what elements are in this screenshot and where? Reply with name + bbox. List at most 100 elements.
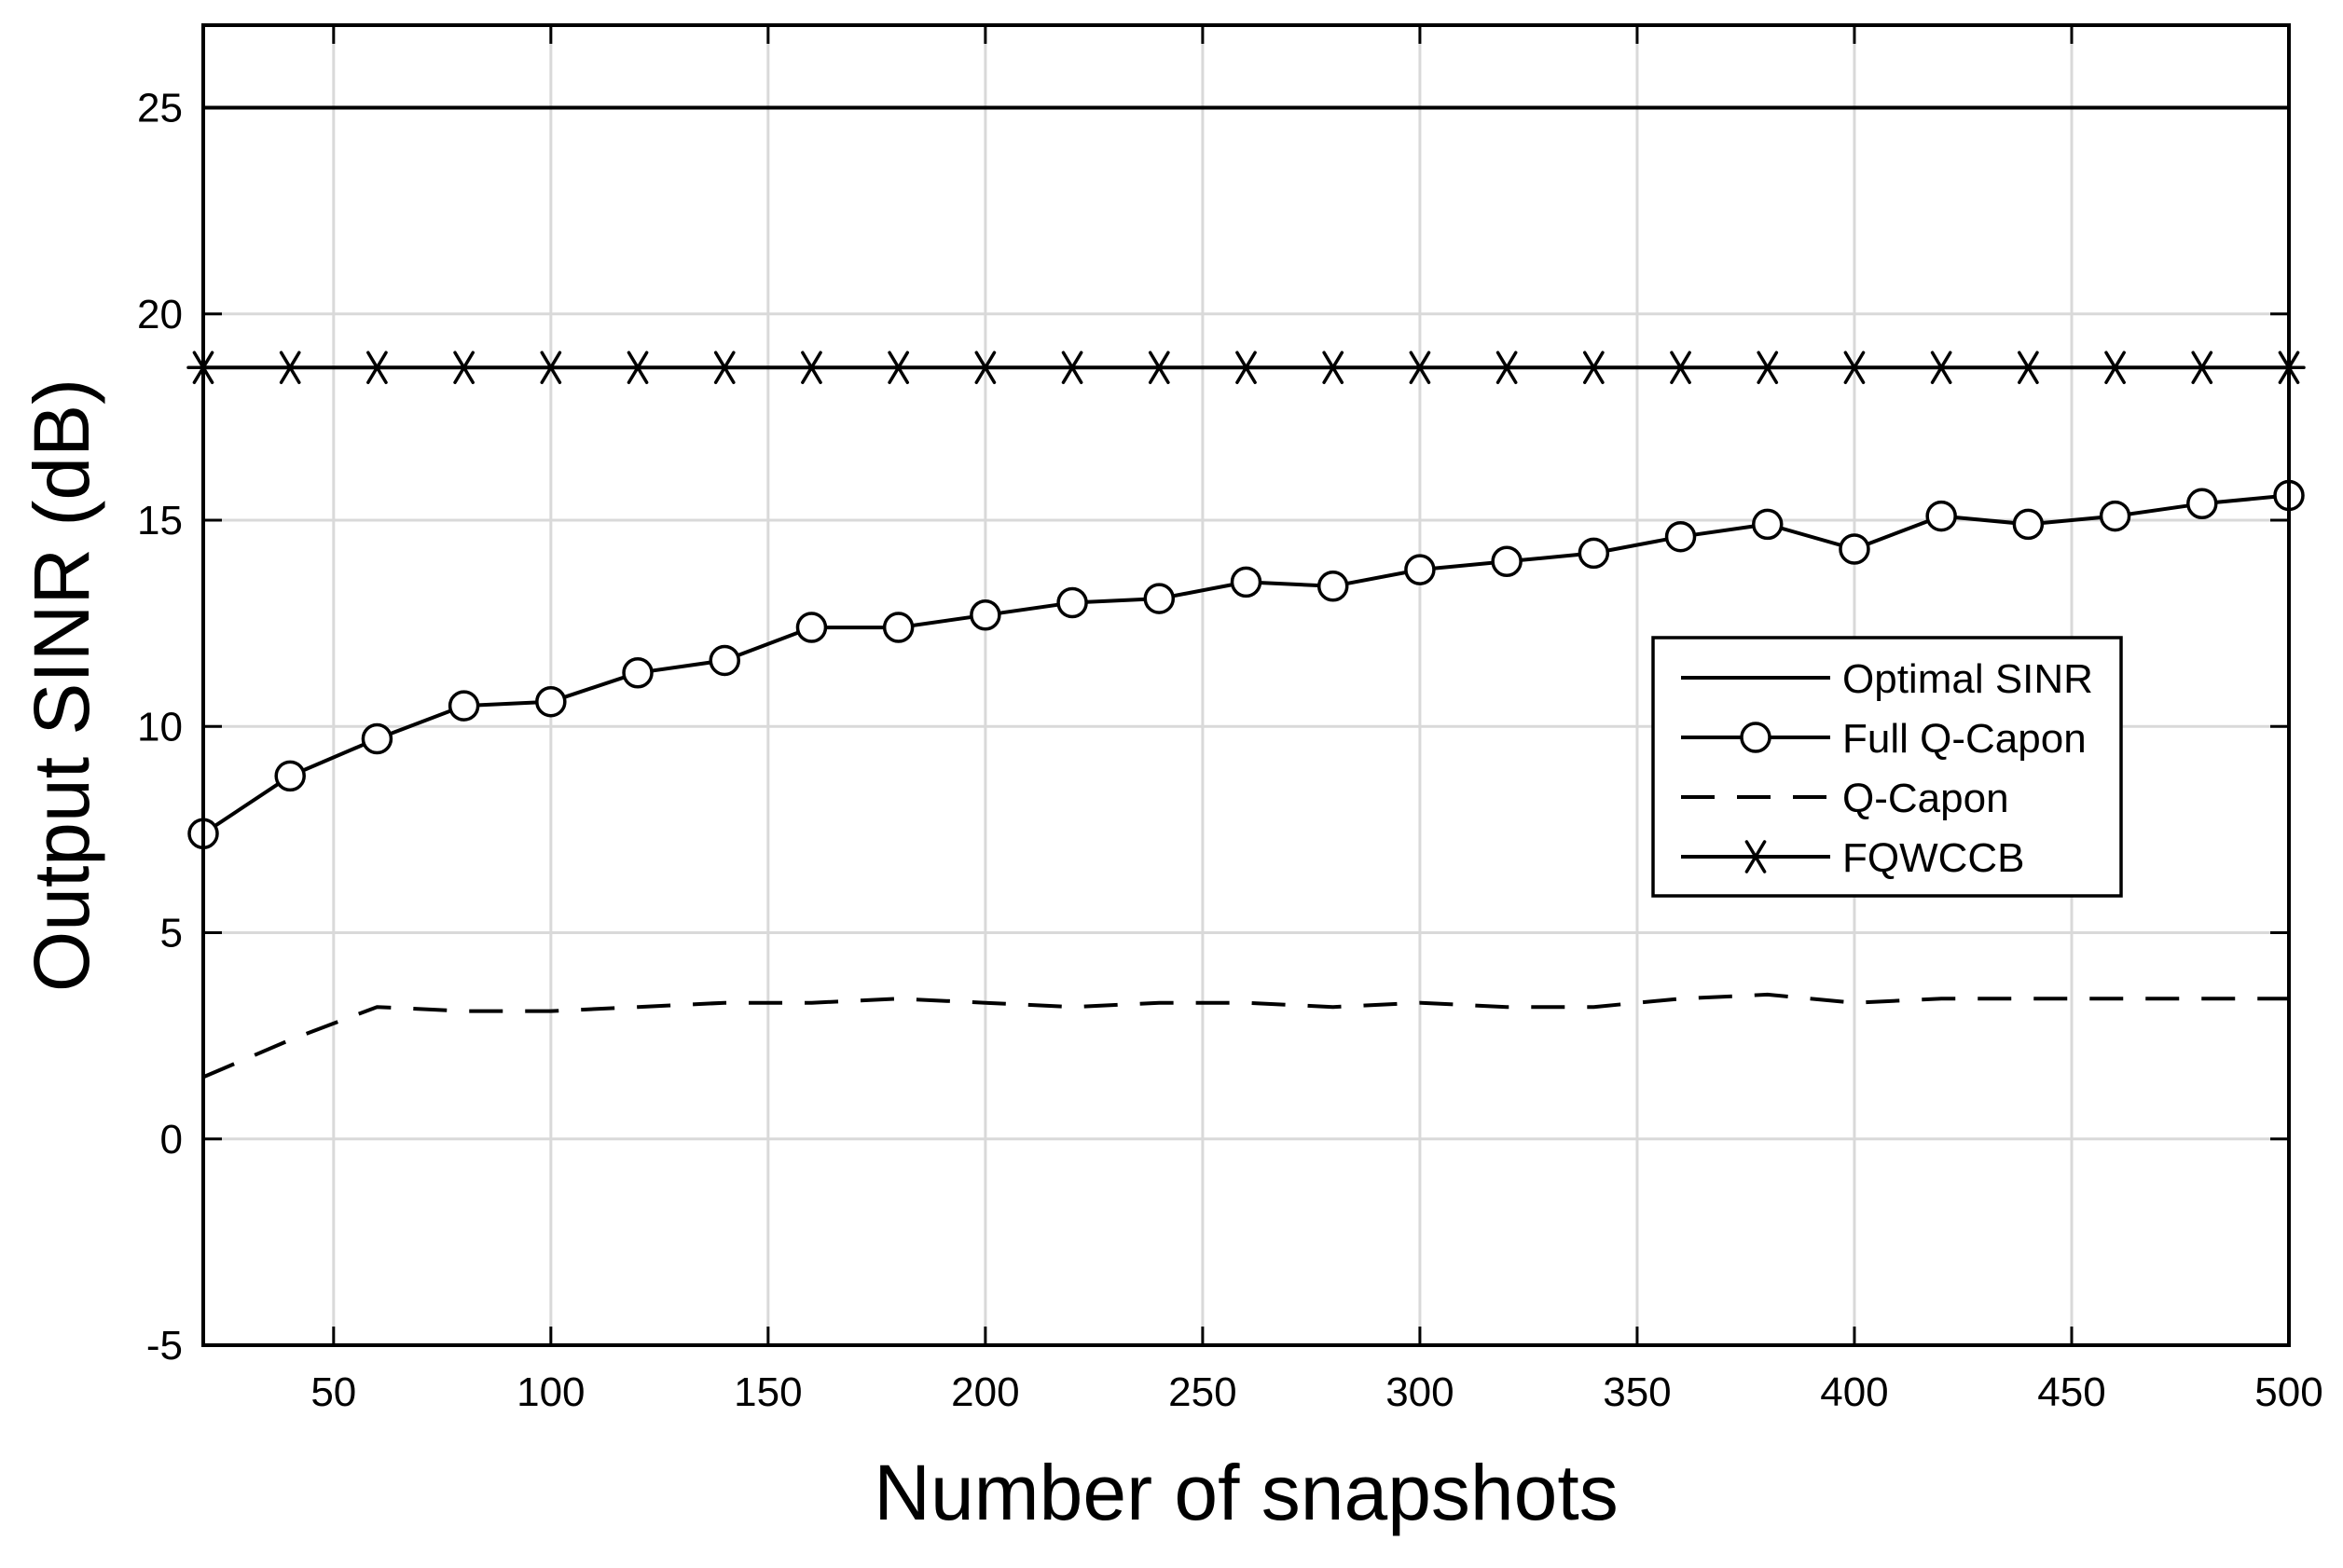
star-marker (1924, 351, 1958, 385)
star-marker (1490, 351, 1523, 385)
star-marker-stroke (2191, 351, 2213, 385)
star-marker-stroke (1409, 351, 1431, 385)
star-marker-stroke (888, 351, 910, 385)
star-marker-stroke (1322, 351, 1344, 385)
star-marker (794, 351, 829, 385)
star-marker-stroke (713, 351, 736, 385)
star-marker-stroke (1670, 351, 1691, 385)
star-marker-stroke (2018, 351, 2039, 385)
series-full-q-capon (187, 479, 2305, 850)
star-marker-stroke (2104, 351, 2126, 385)
star-marker (881, 351, 916, 385)
x-tick-label: 500 (2254, 1369, 2322, 1415)
legend: Optimal SINR Full Q-Capon Q-Capon FQWCCB (1651, 636, 2123, 898)
star-marker (2098, 351, 2132, 385)
x-tick-label: 100 (517, 1369, 585, 1415)
circle-marker (1925, 500, 1957, 532)
plot-series (186, 105, 2306, 1080)
x-tick-label: 350 (1603, 1369, 1671, 1415)
x-tick-label: 200 (951, 1369, 1019, 1415)
series-line-q-capon (202, 992, 2289, 1080)
star-marker-stroke (1757, 351, 1779, 385)
circle-marker (1664, 520, 1697, 553)
y-tick-label: 5 (160, 911, 183, 956)
star-marker-stroke (1843, 351, 1866, 385)
star-marker (1663, 351, 1698, 385)
star-marker (1316, 351, 1350, 385)
circle-marker (1056, 586, 1088, 619)
star-marker-stroke (1930, 351, 1952, 385)
circle-marker (1316, 571, 1349, 602)
star-marker (2011, 351, 2046, 385)
legend-label: Optimal SINR (1842, 656, 2093, 702)
star-marker-stroke (1582, 351, 1605, 385)
legend-entry-q-capon: Q-Capon (1681, 776, 2009, 821)
circle-marker (1404, 554, 1436, 585)
star-marker-stroke (1148, 351, 1170, 385)
x-tick-label: 250 (1168, 1369, 1236, 1415)
circle-marker (274, 760, 306, 792)
star-marker (1577, 351, 1611, 385)
star-marker-stroke (453, 351, 475, 385)
series-q-capon (202, 992, 2289, 1080)
circle-marker (1752, 508, 1784, 541)
star-marker (621, 351, 655, 385)
circle-marker (622, 656, 654, 689)
star-marker (360, 351, 394, 385)
y-tick-label: 10 (137, 704, 183, 750)
star-marker (1838, 351, 1871, 385)
star-marker (1055, 351, 1089, 385)
legend-entry-fqwccb: FQWCCB (1681, 835, 2025, 881)
circle-marker (2012, 508, 2045, 541)
circle-marker (2186, 488, 2218, 520)
series-fqwccb (186, 351, 2306, 385)
legend-label: FQWCCB (1842, 835, 2025, 881)
star-marker-stroke (1495, 351, 1518, 385)
y-tick-label: 0 (160, 1117, 183, 1162)
plot-frame (201, 23, 2291, 1347)
star-marker-stroke (801, 351, 822, 385)
star-marker-stroke (366, 351, 388, 385)
circle-marker (1740, 722, 1771, 753)
star-marker (1403, 351, 1437, 385)
star-marker (1229, 351, 1263, 385)
circle-marker (1578, 537, 1610, 570)
star-marker (1739, 840, 1772, 873)
circle-marker (2099, 500, 2131, 532)
circle-marker (1143, 583, 1176, 614)
circle-marker (1839, 533, 1870, 565)
star-marker-stroke (627, 351, 649, 385)
y-tick-label: 25 (137, 86, 183, 131)
legend-entry-full-q-capon: Full Q-Capon (1681, 716, 2087, 762)
star-marker (1142, 351, 1177, 385)
circle-marker (361, 722, 393, 755)
x-axis-label: Number of snapshots (874, 1449, 1618, 1536)
legend-label: Q-Capon (1842, 776, 2009, 821)
y-tick-label: 15 (137, 498, 183, 543)
star-marker (534, 351, 568, 385)
x-tick-label: 400 (1820, 1369, 1888, 1415)
circle-marker (970, 599, 1001, 631)
star-marker (969, 351, 1002, 385)
star-marker-stroke (1061, 351, 1083, 385)
circle-marker (1230, 566, 1262, 598)
y-tick-label: 20 (137, 292, 183, 337)
legend-entry-optimal-sinr: Optimal SINR (1681, 656, 2093, 702)
circle-marker (448, 690, 480, 722)
star-marker-stroke (540, 351, 562, 385)
star-marker-stroke (279, 351, 301, 385)
star-marker (447, 351, 481, 385)
legend-box (1651, 636, 2123, 898)
star-marker-stroke (974, 351, 997, 385)
x-tick-label: 50 (310, 1369, 356, 1415)
axis-ticks: 50 100 150 200 250 300 350 400 450 500 -5 0 5 10 15 20 2… (137, 25, 2323, 1415)
circle-marker (882, 612, 915, 643)
circle-marker (1491, 545, 1523, 577)
star-marker-stroke (1235, 351, 1257, 385)
circle-marker (535, 685, 567, 718)
star-marker-stroke (1744, 840, 1767, 873)
legend-label: Full Q-Capon (1842, 716, 2087, 762)
star-marker (273, 351, 307, 385)
star-marker (2185, 351, 2219, 385)
